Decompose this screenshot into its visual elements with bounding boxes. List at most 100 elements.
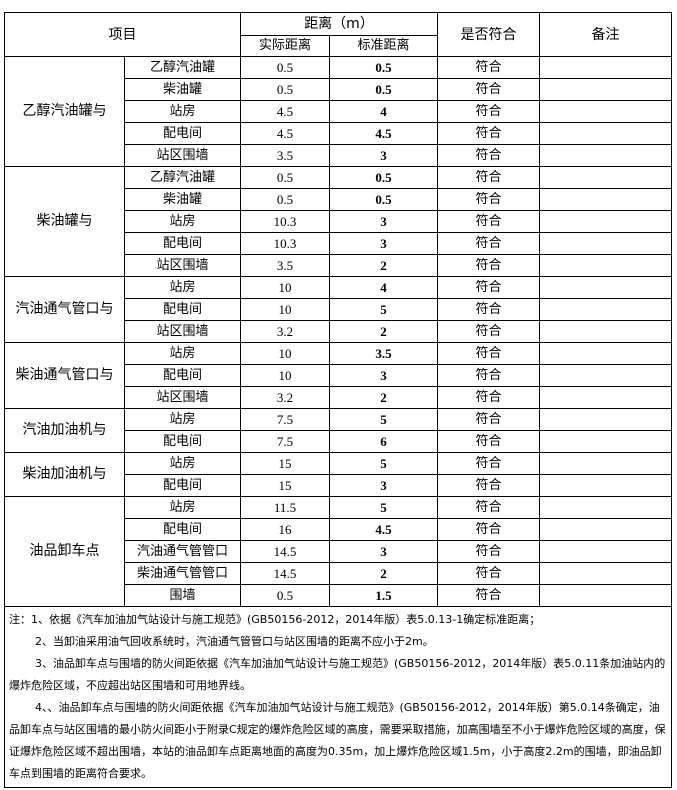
- target-cell: 柴油通气管管口: [124, 562, 241, 585]
- result-cell: 符合: [437, 364, 541, 387]
- target-cell: 柴油罐: [124, 188, 241, 211]
- actual-distance-cell: 3.5: [240, 144, 330, 167]
- actual-distance-cell: 15: [240, 452, 330, 475]
- remark-cell: [539, 100, 673, 123]
- result-cell: 符合: [437, 276, 541, 299]
- result-cell: 符合: [437, 298, 541, 321]
- actual-distance-cell: 16: [240, 518, 330, 541]
- actual-distance-cell: 15: [240, 474, 330, 497]
- remark-cell: [539, 78, 673, 101]
- result-cell: 符合: [437, 78, 541, 101]
- standard-distance-cell: 0.5: [328, 78, 439, 101]
- target-cell: 柴油罐: [124, 78, 241, 101]
- table-row: 柴油通气管管口 14.5 2 符合: [5, 562, 673, 585]
- result-cell: 符合: [437, 56, 541, 79]
- target-cell: 配电间: [124, 232, 241, 255]
- note-2: 2、当卸油采用油气回收系统时，汽油通气管管口与站区围墙的距离不应小于2m。: [35, 635, 434, 648]
- result-cell: 符合: [437, 408, 541, 431]
- standard-distance-cell: 3.5: [328, 342, 439, 365]
- result-cell: 符合: [437, 320, 541, 343]
- result-cell: 符合: [437, 188, 541, 211]
- actual-distance-cell: 7.5: [240, 430, 330, 453]
- result-cell: 符合: [437, 430, 541, 453]
- remark-cell: [539, 56, 673, 79]
- standard-distance-cell: 6: [328, 430, 439, 453]
- table-row: 配电间 4.5 4.5 符合: [5, 122, 673, 145]
- remark-cell: [539, 386, 673, 409]
- remark-cell: [539, 540, 673, 563]
- header-standard: 标准距离: [328, 35, 439, 57]
- target-cell: 配电间: [124, 122, 241, 145]
- remark-cell: [539, 210, 673, 233]
- result-cell: 符合: [437, 584, 541, 607]
- target-cell: 站区围墙: [124, 254, 241, 277]
- target-cell: 站房: [124, 276, 241, 299]
- result-cell: 符合: [437, 496, 541, 519]
- header-compliant: 是否符合: [437, 12, 541, 57]
- table-row: 柴油加油机与 站房 15 5 符合: [4, 452, 673, 497]
- result-cell: 符合: [437, 254, 541, 277]
- target-cell: 站房: [124, 408, 241, 431]
- group-name: 柴油通气管口与: [4, 342, 125, 409]
- remark-cell: [539, 518, 673, 541]
- standard-distance-cell: 2: [328, 562, 439, 585]
- table-row: 油品卸车点 站房 11.5 5 符合: [4, 496, 673, 607]
- result-cell: 符合: [437, 144, 541, 167]
- table-row: 乙醇汽油罐与 乙醇汽油罐 0.5 0.5 符合: [4, 56, 673, 167]
- remark-cell: [539, 166, 673, 189]
- table-row: 站房 4.5 4 符合: [5, 100, 673, 123]
- actual-distance-cell: 10: [240, 276, 330, 299]
- result-cell: 符合: [437, 166, 541, 189]
- actual-distance-cell: 3.2: [240, 320, 330, 343]
- standard-distance-cell: 2: [328, 254, 439, 277]
- actual-distance-cell: 11.5: [240, 496, 330, 519]
- result-cell: 符合: [437, 100, 541, 123]
- result-cell: 符合: [437, 122, 541, 145]
- table-row: 配电间 7.5 6 符合: [5, 430, 673, 453]
- remark-cell: [539, 496, 673, 519]
- remark-cell: [539, 584, 673, 607]
- standard-distance-cell: 2: [328, 386, 439, 409]
- table-row: 配电间 10 5 符合: [5, 298, 673, 321]
- standard-distance-cell: 5: [328, 496, 439, 519]
- target-cell: 围墙: [124, 584, 241, 607]
- standard-distance-cell: 4: [328, 276, 439, 299]
- target-cell: 站房: [124, 210, 241, 233]
- standard-distance-cell: 4: [328, 100, 439, 123]
- remark-cell: [539, 320, 673, 343]
- standard-distance-cell: 3: [328, 232, 439, 255]
- result-cell: 符合: [437, 386, 541, 409]
- target-cell: 站区围墙: [124, 320, 241, 343]
- remark-cell: [539, 452, 673, 475]
- header-distance: 距离（m）: [239, 12, 439, 36]
- actual-distance-cell: 0.5: [240, 78, 330, 101]
- table-row: 汽油通气管口与 站房 10 4 符合: [4, 276, 673, 343]
- table-row: 配电间 16 4.5 符合: [5, 518, 673, 541]
- standard-distance-cell: 3: [328, 364, 439, 387]
- target-cell: 配电间: [124, 474, 241, 497]
- group-name: 油品卸车点: [4, 496, 125, 607]
- actual-distance-cell: 0.5: [240, 188, 330, 211]
- remark-cell: [539, 474, 673, 497]
- result-cell: 符合: [437, 210, 541, 233]
- standard-distance-cell: 3: [328, 540, 439, 563]
- actual-distance-cell: 4.5: [240, 100, 330, 123]
- result-cell: 符合: [437, 342, 541, 365]
- target-cell: 站区围墙: [124, 144, 241, 167]
- standard-distance-cell: 5: [328, 452, 439, 475]
- standard-distance-cell: 2: [328, 320, 439, 343]
- remark-cell: [539, 562, 673, 585]
- remark-cell: [539, 254, 673, 277]
- target-cell: 乙醇汽油罐: [124, 56, 241, 79]
- table-row: 汽油通气管管口 14.5 3 符合: [5, 540, 673, 563]
- note-1: 注：1、依据《汽车加油加气站设计与施工规范》(GB50156-2012，2014…: [9, 613, 541, 626]
- actual-distance-cell: 3.2: [240, 386, 330, 409]
- standard-distance-cell: 4.5: [328, 122, 439, 145]
- target-cell: 配电间: [124, 518, 241, 541]
- fire-distance-table: 项目 距离（m） 是否符合 备注 实际距离 标准距离 乙醇汽油罐与 乙醇汽油罐 0.…: [3, 12, 673, 788]
- table-row: 配电间 15 3 符合: [5, 474, 673, 497]
- actual-distance-cell: 0.5: [240, 56, 330, 79]
- remark-cell: [539, 298, 673, 321]
- notes-cell: 注：1、依据《汽车加油加气站设计与施工规范》(GB50156-2012，2014…: [3, 606, 673, 788]
- group-name: 柴油罐与: [4, 166, 125, 277]
